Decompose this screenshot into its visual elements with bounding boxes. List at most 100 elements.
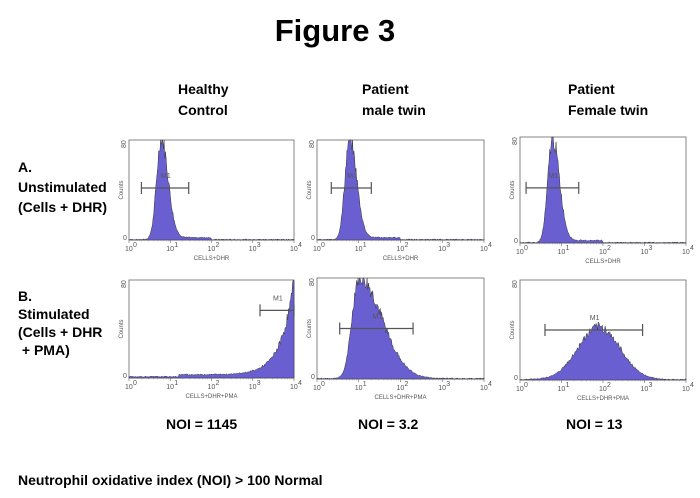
y-tick-label: 80 <box>309 140 316 148</box>
y-axis-label: Counts <box>510 320 516 339</box>
y-tick-label: 0 <box>311 235 315 242</box>
x-tick-exponent: 4 <box>690 382 694 389</box>
x-axis-label: CELLS+DHR <box>383 256 419 262</box>
column-header-female-twin: Patient Female twin <box>568 80 648 119</box>
x-tick-label: 10 <box>208 246 216 253</box>
x-tick-exponent: 2 <box>405 381 409 388</box>
x-tick-exponent: 3 <box>446 242 450 249</box>
row-label-b: B. Stimulated (Cells + DHR + PMA) <box>18 287 102 359</box>
x-tick-label: 10 <box>599 249 607 256</box>
row-label-a: A. Unstimulated (Cells + DHR) <box>18 158 107 216</box>
x-tick-label: 10 <box>208 384 216 391</box>
y-tick-label: 0 <box>311 374 315 381</box>
x-tick-exponent: 2 <box>607 382 611 389</box>
x-tick-exponent: 0 <box>524 245 528 252</box>
x-tick-exponent: 0 <box>524 382 528 389</box>
y-axis-label: Counts <box>119 319 125 338</box>
x-tick-label: 10 <box>313 385 321 392</box>
row-label-line: + PMA) <box>18 342 70 358</box>
x-tick-exponent: 0 <box>321 242 325 249</box>
y-tick-label: 80 <box>309 278 316 286</box>
x-tick-exponent: 1 <box>174 380 178 387</box>
x-tick-label: 10 <box>558 249 566 256</box>
y-tick-label: 80 <box>512 137 519 145</box>
column-header-line: Female twin <box>568 102 649 118</box>
x-tick-label: 10 <box>438 246 446 253</box>
row-label-line: (Cells + DHR <box>18 324 103 340</box>
x-tick-label: 10 <box>438 385 446 392</box>
y-axis-label: Counts <box>307 319 313 338</box>
x-tick-label: 10 <box>682 249 690 256</box>
y-tick-label: 0 <box>123 235 127 242</box>
x-tick-label: 10 <box>290 246 298 253</box>
column-header-line: Patient <box>362 81 409 97</box>
x-tick-exponent: 1 <box>363 242 367 249</box>
y-tick-label: 0 <box>514 238 518 245</box>
column-header-line: Healthy <box>178 81 229 97</box>
histogram-area <box>519 321 687 381</box>
x-tick-exponent: 3 <box>649 382 653 389</box>
histogram-area <box>519 136 687 244</box>
x-tick-label: 10 <box>125 384 133 391</box>
column-header-line: Control <box>178 102 228 118</box>
y-axis-label: Counts <box>307 180 313 199</box>
x-tick-exponent: 0 <box>133 242 137 249</box>
x-tick-exponent: 2 <box>216 242 220 249</box>
x-tick-label: 10 <box>249 246 257 253</box>
marker-m1-label: M1 <box>347 173 357 180</box>
x-tick-label: 10 <box>480 246 488 253</box>
marker-m1-label: M1 <box>590 315 600 322</box>
y-tick-label: 80 <box>121 280 128 288</box>
x-tick-label: 10 <box>249 384 257 391</box>
row-label-line: Stimulated <box>18 306 90 322</box>
x-tick-label: 10 <box>166 384 174 391</box>
noi-female-twin: NOI = 13 <box>566 416 623 432</box>
x-tick-label: 10 <box>641 386 649 393</box>
x-tick-exponent: 4 <box>690 245 694 252</box>
x-tick-exponent: 2 <box>216 380 220 387</box>
column-header-male-twin: Patient male twin <box>362 80 426 119</box>
x-tick-label: 10 <box>355 385 363 392</box>
y-axis-label: Counts <box>510 180 516 199</box>
row-letter: A. <box>18 159 32 175</box>
row-label-line: (Cells + DHR) <box>18 199 108 215</box>
x-tick-exponent: 4 <box>298 380 302 387</box>
x-tick-label: 10 <box>599 386 607 393</box>
x-axis-label: CELLS+DHR <box>194 256 230 262</box>
marker-m1-label: M1 <box>273 295 283 302</box>
x-tick-exponent: 3 <box>257 380 261 387</box>
x-tick-exponent: 3 <box>257 242 261 249</box>
footer-note: Neutrophil oxidative index (NOI) > 100 N… <box>18 472 323 488</box>
marker-m1-label: M1 <box>548 173 558 180</box>
x-tick-exponent: 4 <box>488 242 492 249</box>
y-axis-label: Counts <box>119 180 125 199</box>
x-tick-label: 10 <box>397 385 405 392</box>
x-tick-label: 10 <box>125 246 133 253</box>
x-axis-label: CELLS+DHR+PMA <box>374 395 426 401</box>
x-tick-exponent: 2 <box>607 245 611 252</box>
x-tick-exponent: 1 <box>566 245 570 252</box>
y-tick-label: 0 <box>514 375 518 382</box>
x-tick-label: 10 <box>480 385 488 392</box>
histogram-area <box>128 139 295 241</box>
noi-male-twin: NOI = 3.2 <box>358 416 419 432</box>
x-tick-label: 10 <box>558 386 566 393</box>
x-tick-label: 10 <box>682 386 690 393</box>
x-tick-label: 10 <box>355 246 363 253</box>
x-tick-label: 10 <box>290 384 298 391</box>
row-label-line: Unstimulated <box>18 179 107 195</box>
x-tick-exponent: 0 <box>133 380 137 387</box>
x-tick-exponent: 3 <box>649 245 653 252</box>
marker-m1-label: M1 <box>372 314 382 321</box>
x-tick-exponent: 3 <box>446 381 450 388</box>
x-tick-label: 10 <box>166 246 174 253</box>
row-letter: B. <box>18 288 32 304</box>
x-tick-exponent: 1 <box>174 242 178 249</box>
x-tick-exponent: 4 <box>488 381 492 388</box>
histogram-area <box>316 277 485 380</box>
x-tick-label: 10 <box>516 249 524 256</box>
y-tick-label: 80 <box>512 280 519 288</box>
histogram-area <box>128 279 295 379</box>
